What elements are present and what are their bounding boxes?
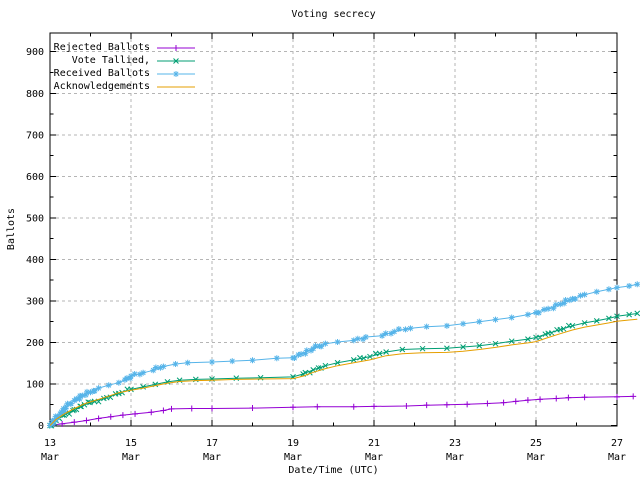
y-tick-label: 400 [26, 255, 44, 266]
series-line-rejected-ballots [49, 395, 634, 426]
y-tick-label: 100 [26, 379, 44, 390]
legend-entry-rejected-ballots: Rejected Ballots [52, 41, 196, 54]
y-tick-label: 200 [26, 338, 44, 349]
legend-label: Vote Tallied, [71, 55, 150, 66]
x-tick-label-month: Mar [284, 452, 302, 463]
chart-title: Voting secrecy [291, 9, 376, 20]
legend-sample-line [157, 70, 195, 77]
x-tick-label-day: 27 [611, 438, 623, 449]
legend-entry-acknowledgements: Acknowledgements [52, 80, 196, 93]
y-axis-title: Ballots [6, 207, 17, 251]
legend-entry-vote-tallied: Vote Tallied, [52, 54, 196, 67]
x-tick-label-month: Mar [203, 452, 221, 463]
x-tick-label-day: 15 [125, 438, 137, 449]
legend-sample-line [157, 57, 195, 64]
series-line-acknowledgements [49, 318, 638, 426]
y-tick-label: 0 [38, 421, 44, 432]
x-tick-label-day: 19 [287, 438, 299, 449]
x-tick-label-day: 17 [206, 438, 218, 449]
y-tick-label: 900 [26, 47, 44, 58]
x-tick-label-month: Mar [41, 452, 59, 463]
x-tick-label-month: Mar [365, 452, 383, 463]
y-tick-label: 500 [26, 213, 44, 224]
y-tick-label: 800 [26, 89, 44, 100]
y-tick-label: 300 [26, 296, 44, 307]
x-tick-label-month: Mar [527, 452, 545, 463]
x-tick-label-day: 13 [44, 438, 56, 449]
legend-entry-received-ballots: Received Ballots [52, 67, 196, 80]
legend-sample-line [157, 44, 195, 51]
y-tick-label: 700 [26, 130, 44, 141]
x-tick-label-month: Mar [608, 452, 626, 463]
x-tick-label-day: 25 [530, 438, 542, 449]
x-tick-label-month: Mar [446, 452, 464, 463]
series-line-vote-tallied [49, 312, 638, 426]
x-tick-label-day: 23 [449, 438, 461, 449]
x-tick-label-day: 21 [368, 438, 380, 449]
legend-label: Rejected Ballots [53, 42, 150, 53]
x-tick-label-month: Mar [122, 452, 140, 463]
x-axis-title: Date/Time (UTC) [288, 465, 379, 476]
series-line-received-ballots [49, 283, 638, 426]
legend-label: Received Ballots [53, 68, 150, 79]
y-tick-label: 600 [26, 172, 44, 183]
legend-sample-line [157, 86, 195, 87]
series-markers-vote-tallied [47, 310, 640, 429]
legend-label: Acknowledgements [53, 81, 150, 92]
legend: Rejected Ballots Vote Tallied, Received Ba… [52, 41, 196, 93]
